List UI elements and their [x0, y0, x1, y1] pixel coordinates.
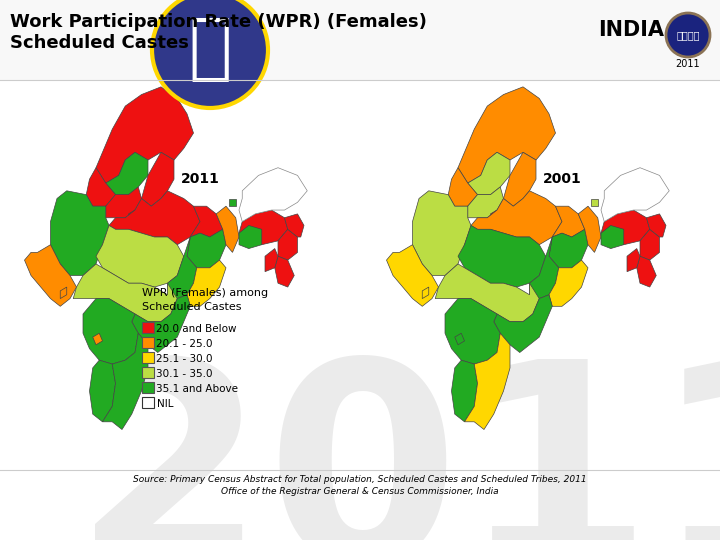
Polygon shape — [458, 226, 546, 287]
Polygon shape — [132, 295, 190, 353]
Polygon shape — [647, 214, 666, 237]
Polygon shape — [239, 210, 288, 245]
Polygon shape — [93, 333, 102, 345]
Polygon shape — [190, 206, 222, 237]
Polygon shape — [187, 260, 226, 306]
Polygon shape — [278, 230, 297, 260]
Polygon shape — [468, 152, 510, 194]
Text: 2011: 2011 — [675, 59, 701, 69]
Text: भारत: भारत — [676, 30, 700, 40]
Polygon shape — [168, 237, 197, 299]
Polygon shape — [458, 87, 556, 183]
Text: Source: Primary Census Abstract for Total population, Scheduled Castes and Sched: Source: Primary Census Abstract for Tota… — [133, 476, 587, 484]
Text: 25.1 - 30.0: 25.1 - 30.0 — [156, 354, 213, 364]
Polygon shape — [109, 191, 200, 245]
Polygon shape — [142, 152, 174, 206]
Polygon shape — [471, 191, 562, 245]
Polygon shape — [106, 152, 148, 194]
Text: Work Participation Rate (WPR) (Females): Work Participation Rate (WPR) (Females) — [10, 13, 427, 31]
Polygon shape — [73, 264, 177, 322]
Polygon shape — [50, 191, 109, 275]
Polygon shape — [549, 230, 588, 268]
Text: 2011: 2011 — [181, 172, 220, 186]
Polygon shape — [529, 237, 559, 299]
Polygon shape — [436, 264, 539, 322]
Text: WPR (Females) among
Scheduled Castes: WPR (Females) among Scheduled Castes — [142, 288, 268, 312]
Polygon shape — [591, 199, 598, 206]
Bar — [142, 367, 153, 377]
Polygon shape — [96, 87, 194, 183]
Polygon shape — [239, 168, 307, 221]
Polygon shape — [490, 210, 500, 221]
Polygon shape — [216, 206, 239, 252]
Polygon shape — [60, 287, 67, 299]
Circle shape — [666, 13, 710, 57]
Text: Scheduled Castes: Scheduled Castes — [10, 34, 189, 52]
Polygon shape — [449, 168, 477, 206]
Bar — [367, 83, 692, 468]
Polygon shape — [636, 256, 656, 287]
Text: 20.1 - 25.0: 20.1 - 25.0 — [156, 339, 213, 349]
Polygon shape — [275, 256, 294, 287]
Polygon shape — [265, 248, 278, 272]
Polygon shape — [455, 333, 464, 345]
Polygon shape — [422, 287, 428, 299]
Polygon shape — [601, 226, 624, 248]
Text: 2011: 2011 — [73, 350, 720, 540]
Bar — [142, 322, 153, 333]
Text: 30.1 - 35.0: 30.1 - 35.0 — [156, 369, 213, 379]
Text: INDIA: INDIA — [598, 20, 664, 40]
Polygon shape — [451, 360, 477, 422]
Circle shape — [152, 0, 268, 108]
Polygon shape — [86, 168, 115, 206]
Polygon shape — [24, 245, 76, 306]
Polygon shape — [601, 168, 670, 221]
Text: 20.0 and Below: 20.0 and Below — [156, 323, 237, 334]
Bar — [142, 397, 153, 408]
Bar — [142, 352, 153, 363]
Bar — [142, 382, 153, 393]
Text: 2001: 2001 — [543, 172, 581, 186]
Polygon shape — [83, 299, 138, 364]
Polygon shape — [494, 295, 552, 353]
Polygon shape — [284, 214, 304, 237]
Polygon shape — [503, 152, 536, 206]
Polygon shape — [464, 333, 510, 429]
Text: NIL: NIL — [156, 399, 173, 409]
Polygon shape — [187, 230, 226, 268]
Polygon shape — [96, 226, 184, 287]
Polygon shape — [413, 191, 471, 275]
Bar — [142, 337, 153, 348]
Bar — [0, 0, 720, 80]
Polygon shape — [106, 187, 142, 218]
Text: Office of the Registrar General & Census Commissioner, India: Office of the Registrar General & Census… — [221, 488, 499, 496]
Polygon shape — [601, 210, 649, 245]
Polygon shape — [468, 187, 503, 218]
Text: 35.1 and Above: 35.1 and Above — [156, 384, 238, 394]
Polygon shape — [578, 206, 601, 252]
Text: अ: अ — [189, 16, 232, 84]
Polygon shape — [102, 333, 148, 429]
Polygon shape — [89, 360, 115, 422]
Polygon shape — [387, 245, 438, 306]
Polygon shape — [239, 226, 262, 248]
Polygon shape — [549, 260, 588, 306]
Polygon shape — [640, 230, 660, 260]
Polygon shape — [128, 210, 138, 221]
Polygon shape — [229, 199, 235, 206]
Polygon shape — [445, 299, 500, 364]
Bar — [5, 83, 330, 468]
Polygon shape — [627, 248, 640, 272]
Polygon shape — [552, 206, 585, 237]
